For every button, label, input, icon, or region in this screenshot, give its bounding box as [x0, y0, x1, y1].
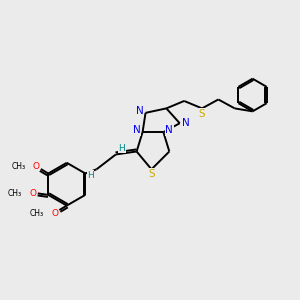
- Text: S: S: [199, 109, 205, 119]
- Text: N: N: [136, 106, 143, 116]
- Text: O: O: [33, 161, 40, 170]
- Text: O: O: [51, 208, 58, 217]
- Text: H: H: [87, 171, 94, 180]
- Text: O: O: [30, 189, 37, 198]
- Text: CH₃: CH₃: [30, 208, 44, 217]
- Text: CH₃: CH₃: [11, 161, 26, 170]
- Text: S: S: [148, 169, 155, 179]
- Text: N: N: [165, 125, 173, 135]
- Text: CH₃: CH₃: [8, 189, 22, 198]
- Text: N: N: [133, 125, 140, 135]
- Text: N: N: [182, 118, 190, 128]
- Text: H: H: [118, 144, 125, 153]
